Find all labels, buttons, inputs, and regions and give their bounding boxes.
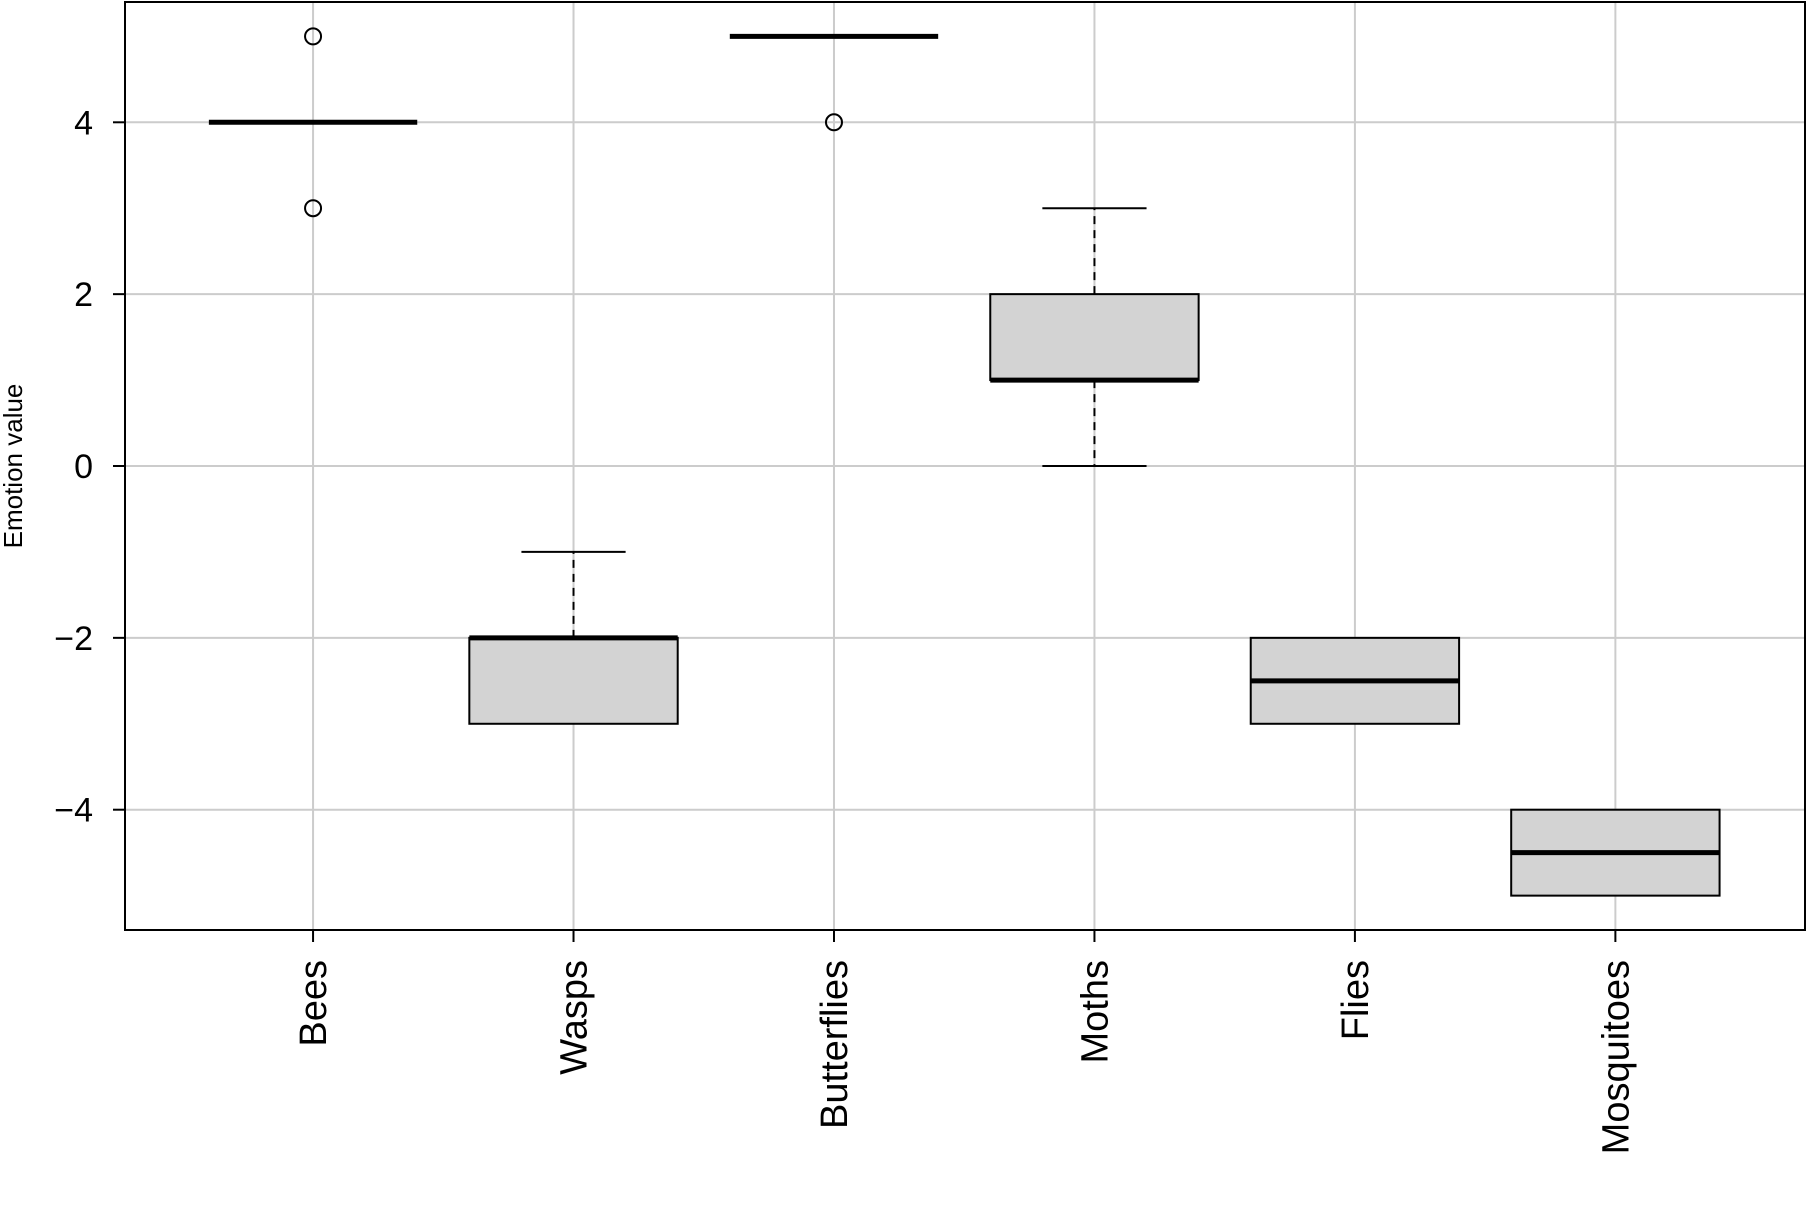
- outlier-point: [824, 113, 843, 132]
- iqr-box: [468, 636, 679, 725]
- y-axis-label: Emotion value: [0, 384, 28, 549]
- x-tick-label: Bees: [293, 960, 335, 1047]
- x-tick-label: Moths: [1074, 960, 1116, 1063]
- box-flies: [1249, 636, 1461, 725]
- x-tick-label: Mosquitoes: [1595, 960, 1637, 1154]
- y-tick-label: −4: [54, 792, 93, 830]
- box-layer: [208, 27, 1721, 897]
- x-tick-label: Flies: [1335, 960, 1377, 1040]
- box-bees: [208, 27, 418, 218]
- outlier-point: [304, 27, 323, 46]
- x-tick-label: Wasps: [554, 960, 596, 1075]
- grid-layer: [125, 2, 1805, 930]
- outlier-point: [304, 199, 323, 218]
- box-moths: [989, 207, 1200, 467]
- box-mosquitoes: [1510, 808, 1721, 897]
- box-butterflies: [729, 33, 939, 132]
- y-tick-label: −2: [54, 620, 93, 658]
- iqr-box: [989, 293, 1200, 382]
- y-tick-label: 4: [74, 104, 93, 142]
- box-wasps: [468, 550, 679, 725]
- y-tick-label: 2: [74, 276, 93, 314]
- y-axis: −4 −2 0 2 4: [54, 104, 125, 830]
- x-tick-label: Butterflies: [814, 960, 856, 1129]
- x-axis: Bees Wasps Butterflies Moths Flies Mosquitoes: [293, 930, 1637, 1154]
- y-tick-label: 0: [74, 448, 93, 486]
